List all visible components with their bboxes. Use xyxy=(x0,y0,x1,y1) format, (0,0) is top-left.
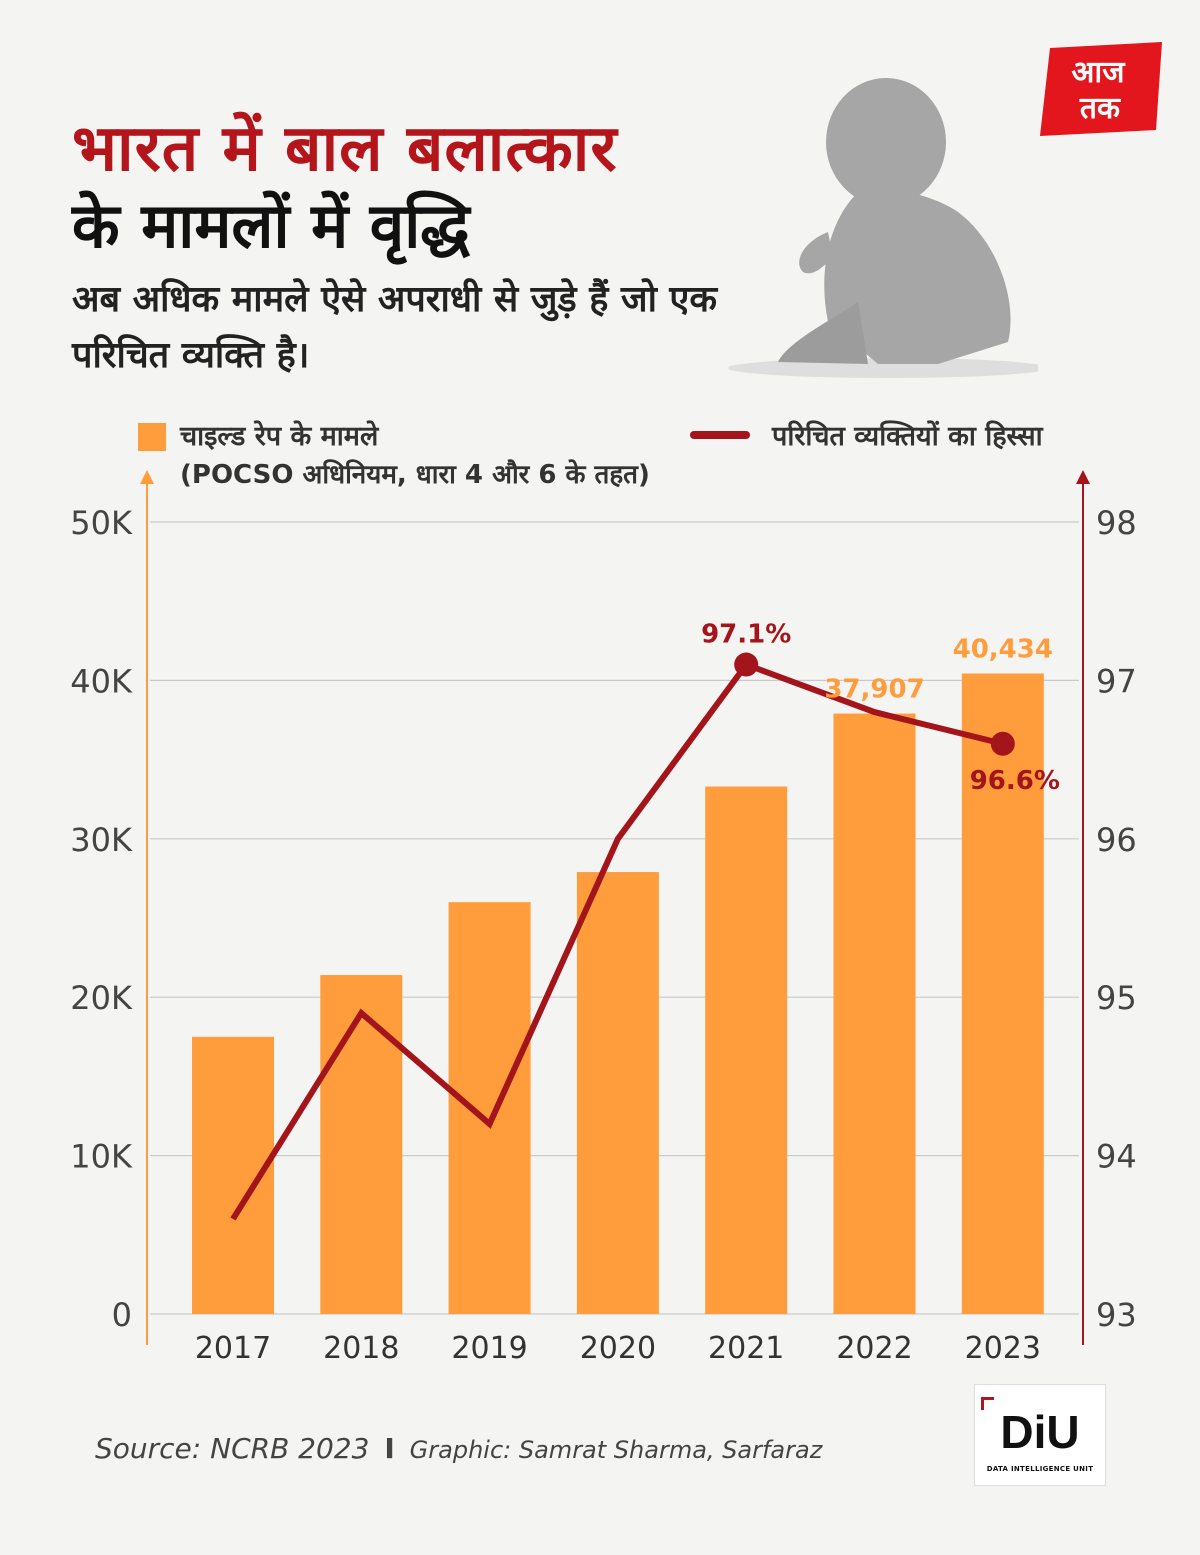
y-left-tick-label: 30K xyxy=(70,821,133,859)
y-left-tick-label: 0 xyxy=(112,1296,132,1334)
legend-bar-swatch xyxy=(138,423,166,451)
x-tick-label: 2020 xyxy=(580,1331,656,1366)
title-line-1: भारत में बाल बलात्कार xyxy=(72,112,618,186)
x-tick-label: 2023 xyxy=(965,1331,1041,1366)
x-tick-label: 2021 xyxy=(708,1331,784,1366)
y-left-tick-label: 10K xyxy=(70,1138,133,1176)
right-axis-arrow xyxy=(1076,470,1090,484)
title-line-2: के मामलों में वृद्धि xyxy=(72,189,470,262)
source-separator: I xyxy=(384,1432,395,1465)
line-point-marker xyxy=(734,652,759,677)
graphic-credit: Graphic: Samrat Sharma, Sarfaraz xyxy=(409,1436,823,1464)
y-right-tick-label: 96 xyxy=(1096,821,1137,859)
y-right-tick-label: 98 xyxy=(1096,504,1137,542)
legend-bar-sublabel: (POCSO अधिनियम, धारा 4 और 6 के तहत) xyxy=(180,460,650,490)
y-right-tick-label: 95 xyxy=(1096,979,1137,1017)
child-silhouette-illustration xyxy=(728,78,1038,378)
diu-logo-text: DiU xyxy=(1000,1406,1080,1458)
bar-2023 xyxy=(961,673,1044,1314)
y-left-tick-label: 50K xyxy=(70,504,133,542)
source-text: Source: NCRB 2023 xyxy=(95,1432,370,1465)
line-value-label: 96.6% xyxy=(970,766,1060,796)
bar-2021 xyxy=(705,786,788,1314)
diu-logo: DiU DATA INTELLIGENCE UNIT xyxy=(974,1384,1106,1486)
source-credit: Source: NCRB 2023 I Graphic: Samrat Shar… xyxy=(95,1432,822,1465)
legend-line-label: परिचित व्यक्तियों का हिस्सा xyxy=(772,421,1043,452)
subtitle: अब अधिक मामले ऐसे अपराधी से जुड़े हैं जो… xyxy=(72,279,717,376)
x-tick-label: 2019 xyxy=(451,1331,527,1366)
diu-corner-mark xyxy=(981,1397,994,1410)
y-left-tick-label: 40K xyxy=(70,662,133,700)
x-tick-label: 2017 xyxy=(195,1331,271,1366)
bar-value-label: 40,434 xyxy=(953,635,1053,665)
legend-bar-label: चाइल्ड रेप के मामले xyxy=(180,421,379,452)
bar-2018 xyxy=(320,975,403,1314)
legend-line-swatch xyxy=(690,431,750,439)
bar-2020 xyxy=(576,872,659,1314)
x-tick-label: 2022 xyxy=(836,1331,912,1366)
diu-logo-subtext: DATA INTELLIGENCE UNIT xyxy=(986,1465,1094,1473)
bar-value-label: 37,907 xyxy=(824,675,924,705)
line-value-label: 97.1% xyxy=(701,620,791,650)
x-tick-label: 2018 xyxy=(323,1331,399,1366)
known-offender-share-line xyxy=(230,660,1004,1221)
y-right-tick-label: 93 xyxy=(1096,1296,1137,1334)
logo-text-line1: आज xyxy=(1072,55,1127,90)
y-right-tick-label: 97 xyxy=(1096,662,1137,700)
logo-text-line2: तक xyxy=(1079,91,1121,126)
aaj-tak-logo: आज तक xyxy=(1034,38,1166,138)
y-left-tick-label: 20K xyxy=(70,979,133,1017)
line-point-marker xyxy=(990,731,1015,756)
bar-2022 xyxy=(833,713,916,1314)
y-right-tick-label: 94 xyxy=(1096,1138,1137,1176)
bar-2019 xyxy=(448,902,531,1314)
left-axis-arrow xyxy=(140,470,154,484)
